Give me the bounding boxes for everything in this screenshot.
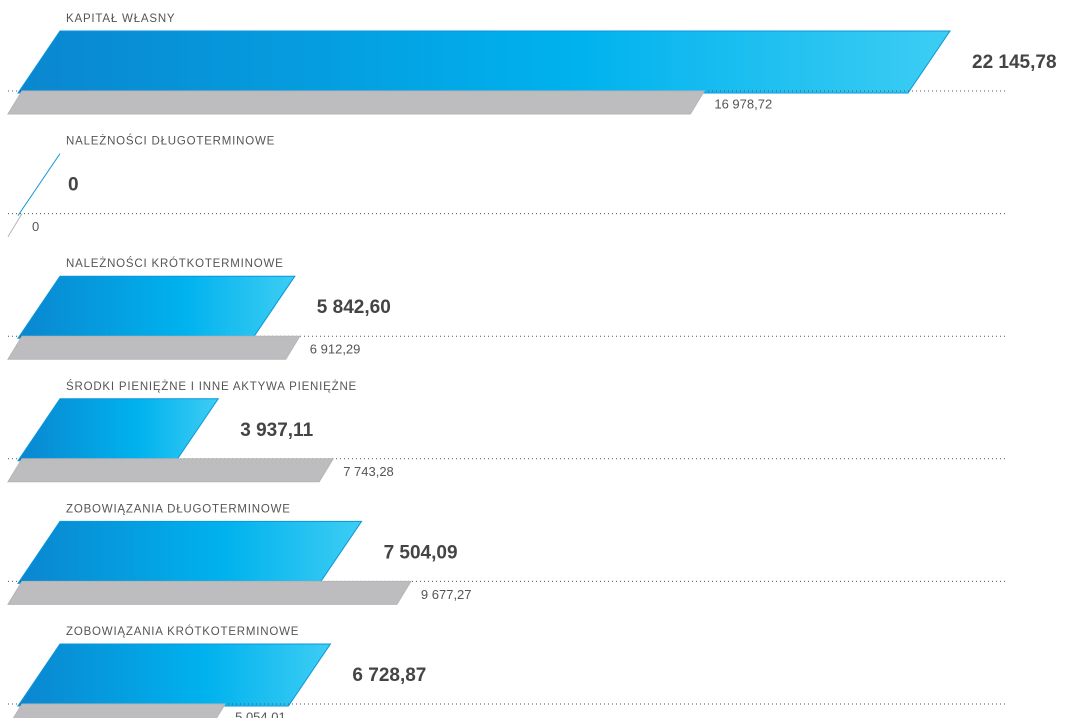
value-label-previous: 6 912,29 — [310, 342, 361, 357]
value-label-previous: 5 054,01 — [235, 709, 286, 718]
category-label: KAPITAŁ WŁASNY — [66, 13, 175, 25]
bar-current — [17, 30, 951, 94]
bar-previous — [7, 213, 23, 237]
value-label-previous: 16 978,72 — [714, 96, 772, 111]
value-label-current: 3 937,11 — [240, 420, 313, 441]
value-label-current: 0 — [68, 175, 79, 196]
bar-previous — [12, 703, 227, 718]
category-label: ŚRODKI PIENIĘŻNE I INNE AKTYWA PIENIĘŻNE — [66, 380, 357, 393]
bar-current — [17, 398, 220, 462]
category-label: ZOBOWIĄZANIA KRÓTKOTERMINOWE — [66, 625, 299, 638]
value-label-current: 22 145,78 — [972, 52, 1057, 73]
bar-current — [17, 153, 61, 216]
value-label-current: 6 728,87 — [352, 665, 426, 686]
bar-current — [17, 275, 296, 339]
value-label-current: 7 504,09 — [384, 542, 458, 563]
bar-previous — [7, 580, 412, 605]
category-label: NALEŻNOŚCI KRÓTKOTERMINOWE — [66, 257, 284, 270]
category-label: ZOBOWIĄZANIA DŁUGOTERMINOWE — [66, 503, 291, 515]
value-label-previous: 0 — [32, 219, 39, 234]
bar-previous — [7, 90, 706, 115]
category-label: NALEŻNOŚCI DŁUGOTERMINOWE — [66, 135, 275, 148]
bar-previous — [7, 458, 335, 483]
bar-current — [17, 520, 363, 584]
value-label-previous: 7 743,28 — [343, 464, 394, 479]
bar-previous — [7, 335, 301, 360]
value-label-previous: 9 677,27 — [421, 587, 472, 602]
bar-current — [17, 643, 332, 707]
value-label-current: 5 842,60 — [317, 297, 391, 318]
